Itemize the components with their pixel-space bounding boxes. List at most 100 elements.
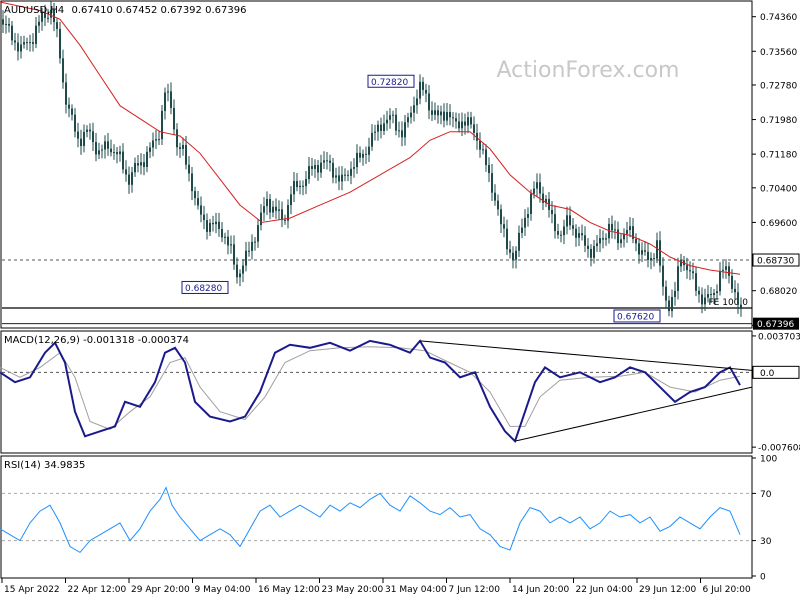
candle-body <box>269 199 271 213</box>
candle-body <box>614 229 616 231</box>
candle <box>626 222 628 243</box>
candle <box>641 242 643 263</box>
candle-body <box>266 199 268 207</box>
candle-body <box>428 93 430 111</box>
price-y-tick-label: 0.73560 <box>760 48 797 58</box>
candle <box>194 186 196 206</box>
candle-body <box>452 117 454 119</box>
candle-body <box>137 163 139 166</box>
candle <box>440 105 442 125</box>
candle <box>119 145 121 162</box>
candle-body <box>656 240 658 259</box>
candle <box>179 142 181 158</box>
candle-body <box>341 174 343 182</box>
candle <box>167 83 169 102</box>
candle <box>332 157 334 184</box>
candle-body <box>305 179 307 187</box>
candle <box>437 105 439 124</box>
candle <box>491 164 493 201</box>
candle-body <box>620 239 622 244</box>
candle-body <box>215 221 217 225</box>
candle-body <box>50 9 52 18</box>
candle-body <box>644 250 646 252</box>
candle <box>341 166 343 191</box>
candle <box>38 15 40 33</box>
candle <box>614 220 616 240</box>
candle <box>473 116 475 141</box>
candle-body <box>35 25 37 44</box>
candle <box>311 157 313 176</box>
candle <box>398 121 400 138</box>
candle <box>146 146 148 173</box>
candle-body <box>152 140 154 148</box>
candle <box>14 32 16 51</box>
candle-body <box>29 42 31 44</box>
candle <box>578 226 580 247</box>
candle-body <box>140 162 142 166</box>
candle-body <box>569 215 571 226</box>
candle-body <box>554 214 556 232</box>
macd-title: MACD(12,26,9) -0.001318 -0.000374 <box>4 335 189 346</box>
candle-body <box>668 300 670 312</box>
moving-average-line <box>0 1 741 275</box>
candle-body <box>476 132 478 141</box>
candle-body <box>401 130 403 138</box>
candle-body <box>623 233 625 240</box>
candle-body <box>107 141 109 149</box>
candle-body <box>407 117 409 123</box>
candle <box>443 103 445 128</box>
candle-body <box>191 173 193 192</box>
candle-body <box>332 162 334 178</box>
candle-body <box>431 110 433 115</box>
candle-body <box>437 110 439 116</box>
candle-body <box>383 123 385 131</box>
x-tick-label: 9 May 04:00 <box>195 585 251 595</box>
candle <box>446 102 448 126</box>
candle-body <box>59 28 61 59</box>
candle-body <box>308 166 310 180</box>
candle-body <box>581 233 583 236</box>
candle <box>98 142 100 160</box>
candle-body <box>689 270 691 272</box>
candle-body <box>131 172 133 185</box>
candle <box>17 33 19 61</box>
candle <box>611 215 613 239</box>
candle <box>272 200 274 218</box>
candle <box>326 151 328 170</box>
candle <box>224 232 226 245</box>
candle <box>89 123 91 140</box>
candle <box>68 97 70 118</box>
candle-body <box>362 153 364 158</box>
candle-body <box>290 194 292 206</box>
candle-body <box>314 165 316 169</box>
macd-zero-label: 0.0 <box>760 369 775 379</box>
candle <box>404 115 406 146</box>
candle <box>740 297 742 317</box>
rsi-title: RSI(14) 34.9835 <box>4 460 85 471</box>
candle <box>392 110 394 124</box>
candle <box>512 246 514 269</box>
candle-body <box>365 153 367 155</box>
candle <box>23 35 25 49</box>
candle <box>56 18 58 38</box>
ohlc-values: 0.67410 0.67452 0.67392 0.67396 <box>71 5 246 16</box>
candle <box>236 257 238 284</box>
candle <box>365 146 367 164</box>
candle-body <box>62 58 64 83</box>
candle <box>275 198 277 219</box>
candle <box>737 283 739 314</box>
candle <box>695 266 697 297</box>
candle <box>647 243 649 268</box>
candle-body <box>11 25 13 41</box>
candle-body <box>542 193 544 203</box>
candle <box>101 144 103 159</box>
candle <box>155 130 157 150</box>
candle-body <box>311 166 313 169</box>
candle <box>251 234 253 260</box>
x-tick-label: 31 May 04:00 <box>385 585 447 595</box>
candle <box>716 284 718 301</box>
candle <box>356 144 358 174</box>
candle <box>128 166 130 194</box>
candle <box>245 242 247 272</box>
candle-body <box>179 147 181 149</box>
